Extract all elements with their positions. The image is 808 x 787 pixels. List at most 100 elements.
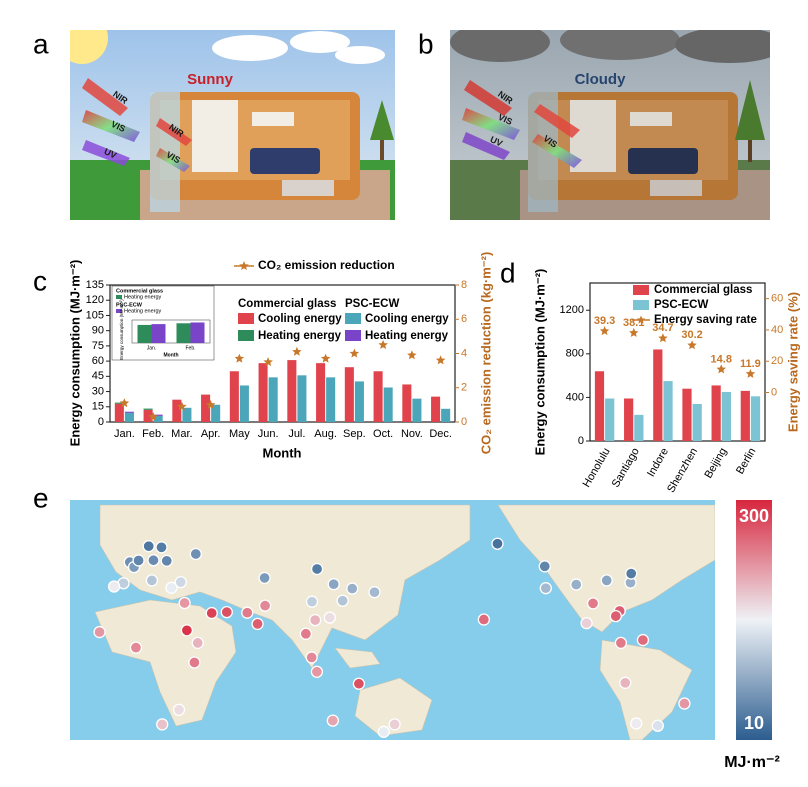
inset-bar bbox=[190, 322, 205, 343]
legend-marker bbox=[636, 315, 646, 324]
line-marker bbox=[658, 333, 668, 343]
legend-title: Commercial glass bbox=[238, 298, 336, 310]
city-point bbox=[258, 571, 271, 585]
city-point bbox=[539, 582, 552, 595]
line-marker bbox=[745, 368, 756, 378]
city-point bbox=[258, 599, 272, 612]
x-tick-label: Berlin bbox=[734, 446, 758, 476]
x-tick-label: Mar. bbox=[171, 428, 192, 440]
y-tick-label: 0 bbox=[98, 416, 104, 428]
bar bbox=[594, 371, 605, 441]
colorbar-min: 10 bbox=[744, 713, 764, 733]
inset-bar bbox=[176, 323, 191, 343]
bar bbox=[326, 377, 336, 422]
city-point bbox=[251, 617, 264, 631]
line-marker bbox=[629, 327, 639, 337]
line-marker bbox=[599, 326, 610, 336]
city-point bbox=[636, 633, 650, 647]
city-point bbox=[619, 676, 632, 689]
ray-label: UV bbox=[488, 134, 504, 148]
city-point bbox=[600, 574, 613, 587]
line-marker bbox=[349, 348, 360, 358]
y-tick-label: 135 bbox=[86, 279, 104, 291]
line-marker bbox=[177, 401, 187, 411]
x-tick-label: Oct. bbox=[373, 428, 393, 440]
x-tick-label: Shenzhen bbox=[665, 446, 700, 495]
bar bbox=[634, 414, 644, 441]
y-tick-label: 30 bbox=[92, 385, 104, 397]
city-point bbox=[310, 562, 324, 576]
line-marker bbox=[263, 357, 273, 367]
city-point bbox=[191, 636, 204, 650]
bar bbox=[624, 398, 634, 441]
city-point bbox=[352, 677, 366, 690]
city-point bbox=[142, 540, 155, 553]
colorbar bbox=[736, 500, 772, 740]
line-marker bbox=[407, 350, 417, 360]
x-tick-label: Jun. bbox=[258, 428, 279, 440]
city-point bbox=[609, 609, 622, 623]
bar bbox=[721, 391, 731, 441]
plot-frame bbox=[589, 282, 766, 442]
bar bbox=[258, 363, 268, 422]
legend-label: PSC-ECW bbox=[654, 299, 708, 311]
y2-tick-label: 8 bbox=[461, 279, 467, 291]
city-point bbox=[614, 636, 628, 650]
bar bbox=[124, 411, 134, 413]
city-point bbox=[388, 718, 401, 731]
y2-tick-label: 6 bbox=[461, 313, 467, 325]
panel-label: b bbox=[418, 28, 434, 59]
city-point bbox=[377, 725, 390, 738]
bar bbox=[711, 385, 721, 441]
y2-tick-label: 4 bbox=[461, 347, 467, 359]
legend-swatch bbox=[238, 313, 254, 324]
scene-title: Cloudy bbox=[575, 71, 626, 88]
inset-bar bbox=[151, 324, 166, 343]
bar bbox=[143, 408, 153, 410]
y-tick-label: 15 bbox=[92, 401, 104, 413]
y-axis-title: Energy consumption (MJ·m⁻²) bbox=[67, 260, 82, 447]
bar bbox=[114, 403, 124, 422]
data-label: 11.9 bbox=[740, 358, 761, 370]
line-marker bbox=[292, 346, 302, 356]
bar bbox=[663, 381, 673, 441]
city-point bbox=[145, 574, 159, 587]
city-point bbox=[305, 595, 319, 608]
panel-label: a bbox=[33, 28, 49, 59]
city-point bbox=[326, 714, 339, 727]
data-label: 30.2 bbox=[681, 329, 702, 341]
city-point bbox=[586, 597, 600, 610]
bar bbox=[229, 371, 239, 422]
bar bbox=[692, 403, 702, 441]
y2-tick-label: 40 bbox=[771, 324, 783, 336]
city-point bbox=[299, 627, 313, 640]
city-point bbox=[172, 703, 186, 716]
legend-title: PSC-ECW bbox=[345, 298, 399, 310]
y-tick-label: 90 bbox=[92, 325, 104, 337]
y2-tick-label: 60 bbox=[771, 293, 783, 305]
city-point bbox=[491, 537, 504, 550]
bar bbox=[441, 408, 451, 422]
legend-label: Commercial glass bbox=[654, 284, 752, 296]
inset-legend-swatch bbox=[116, 309, 122, 313]
city-point bbox=[305, 651, 318, 664]
x-tick-label: May bbox=[229, 428, 250, 440]
bar bbox=[316, 363, 326, 422]
y2-axis-title: CO₂ emission reduction (kg·m⁻²) bbox=[478, 252, 493, 455]
x-tick-label: Beijing bbox=[702, 446, 729, 481]
bar bbox=[268, 377, 278, 422]
inset-plot-frame bbox=[131, 319, 211, 344]
inset-legend-title: Commercial glass bbox=[116, 288, 163, 294]
bar bbox=[182, 407, 192, 422]
legend-marker bbox=[239, 261, 249, 270]
panel-label: c bbox=[33, 265, 47, 296]
legend-swatch bbox=[633, 300, 649, 310]
x-tick-label: Indore bbox=[645, 446, 671, 479]
bar bbox=[297, 375, 307, 422]
city-point bbox=[625, 567, 638, 580]
line-marker bbox=[687, 340, 697, 350]
city-point bbox=[165, 581, 178, 594]
map-points bbox=[93, 537, 691, 738]
city-point bbox=[160, 554, 173, 567]
inset-legend-title: PSC-ECW bbox=[116, 302, 143, 308]
